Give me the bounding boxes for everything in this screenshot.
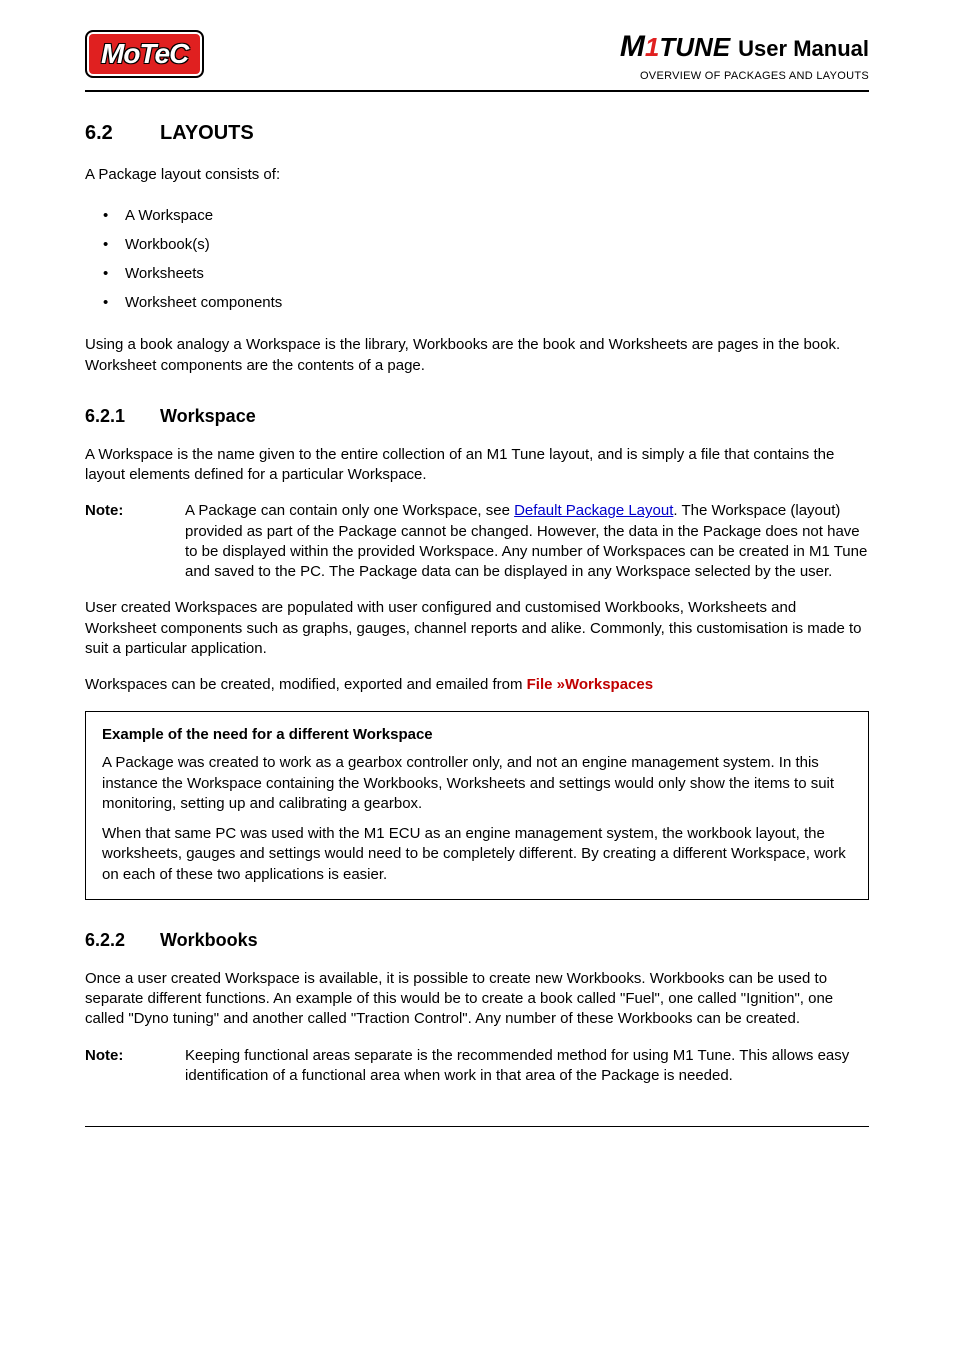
title-6-2-2: Workbooks [160,930,258,950]
p1-6-2-1: A Workspace is the name given to the ent… [85,445,869,486]
note-body: Keeping functional areas separate is the… [185,1046,869,1087]
example-title: Example of the need for a different Work… [102,726,852,743]
note-label: Note: [85,501,185,582]
bullet-item: Worksheets [85,259,869,288]
heading-6-2-2: 6.2.2Workbooks [85,930,869,951]
secnum-6-2-2: 6.2.2 [85,930,160,951]
note-label: Note: [85,1046,185,1087]
bullet-item: Worksheet components [85,288,869,317]
p1-6-2-2: Once a user created Workspace is availab… [85,969,869,1030]
note-6-2-1: Note: A Package can contain only one Wor… [85,501,869,582]
product-line: M1TUNE User Manual [620,30,869,64]
user-manual-label: User Manual [738,36,869,62]
note-6-2-2: Note: Keeping functional areas separate … [85,1046,869,1087]
footer-rule [85,1126,869,1127]
default-package-layout-link[interactable]: Default Package Layout [514,502,673,519]
p3-6-2-1: Workspaces can be created, modified, exp… [85,675,869,695]
example-p2: When that same PC was used with the M1 E… [102,824,852,885]
heading-6-2-1: 6.2.1Workspace [85,406,869,427]
secnum-6-2: 6.2 [85,122,160,145]
outro-6-2: Using a book analogy a Workspace is the … [85,335,869,376]
note-body: A Package can contain only one Workspace… [185,501,869,582]
intro-6-2: A Package layout consists of: [85,165,869,185]
page-header: MoTeC M1TUNE User Manual OVERVIEW OF PAC… [85,30,869,92]
p2-6-2-1: User created Workspaces are populated wi… [85,598,869,659]
secnum-6-2-1: 6.2.1 [85,406,160,427]
title-6-2: LAYOUTS [160,122,254,144]
example-p1: A Package was created to work as a gearb… [102,753,852,814]
header-right: M1TUNE User Manual OVERVIEW OF PACKAGES … [620,30,869,82]
logo-text: MoTeC [101,38,188,69]
title-6-2-1: Workspace [160,406,256,426]
bullet-item: Workbook(s) [85,230,869,259]
bullet-item: A Workspace [85,201,869,230]
motec-logo: MoTeC [85,30,204,78]
layout-bullets: A Workspace Workbook(s) Worksheets Works… [85,201,869,317]
menu-path: File »Workspaces [527,676,653,693]
product-name: M1TUNE [620,30,730,64]
example-box: Example of the need for a different Work… [85,711,869,900]
overview-line: OVERVIEW OF PACKAGES AND LAYOUTS [620,70,869,82]
heading-6-2: 6.2LAYOUTS [85,122,869,145]
